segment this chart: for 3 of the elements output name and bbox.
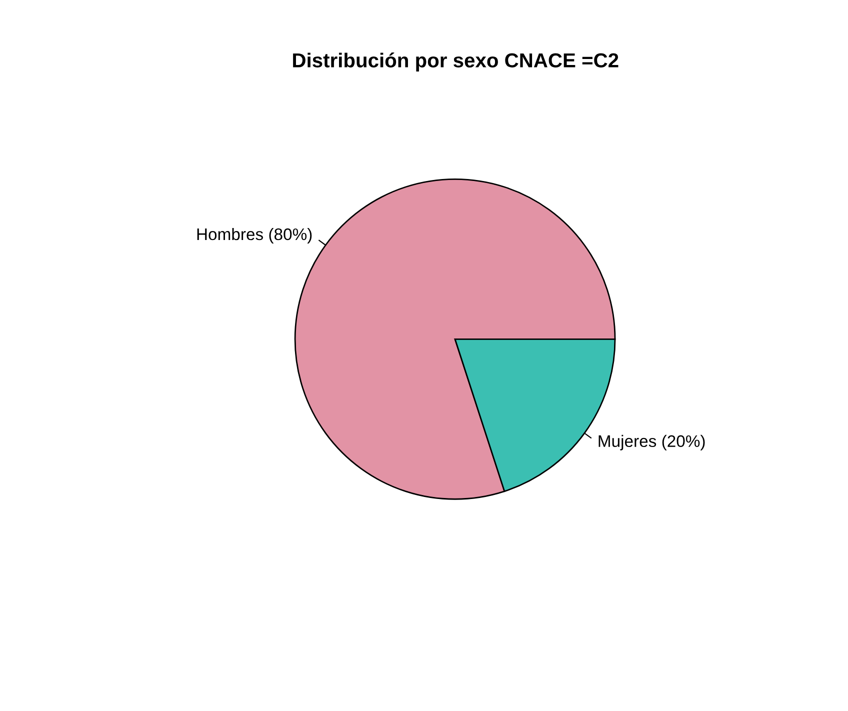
chart-title: Distribución por sexo CNACE =C2 xyxy=(293,52,618,72)
slice-label: Hombres (80%) xyxy=(197,228,312,244)
slice-label: Mujeres (20%) xyxy=(598,434,705,450)
